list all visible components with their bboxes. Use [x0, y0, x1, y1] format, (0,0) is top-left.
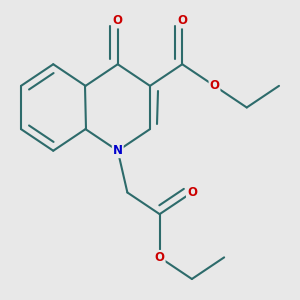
Text: O: O — [177, 14, 187, 28]
Text: N: N — [113, 144, 123, 157]
Text: O: O — [209, 80, 220, 92]
Text: O: O — [154, 251, 165, 264]
Text: O: O — [113, 14, 123, 28]
Text: O: O — [187, 186, 197, 199]
